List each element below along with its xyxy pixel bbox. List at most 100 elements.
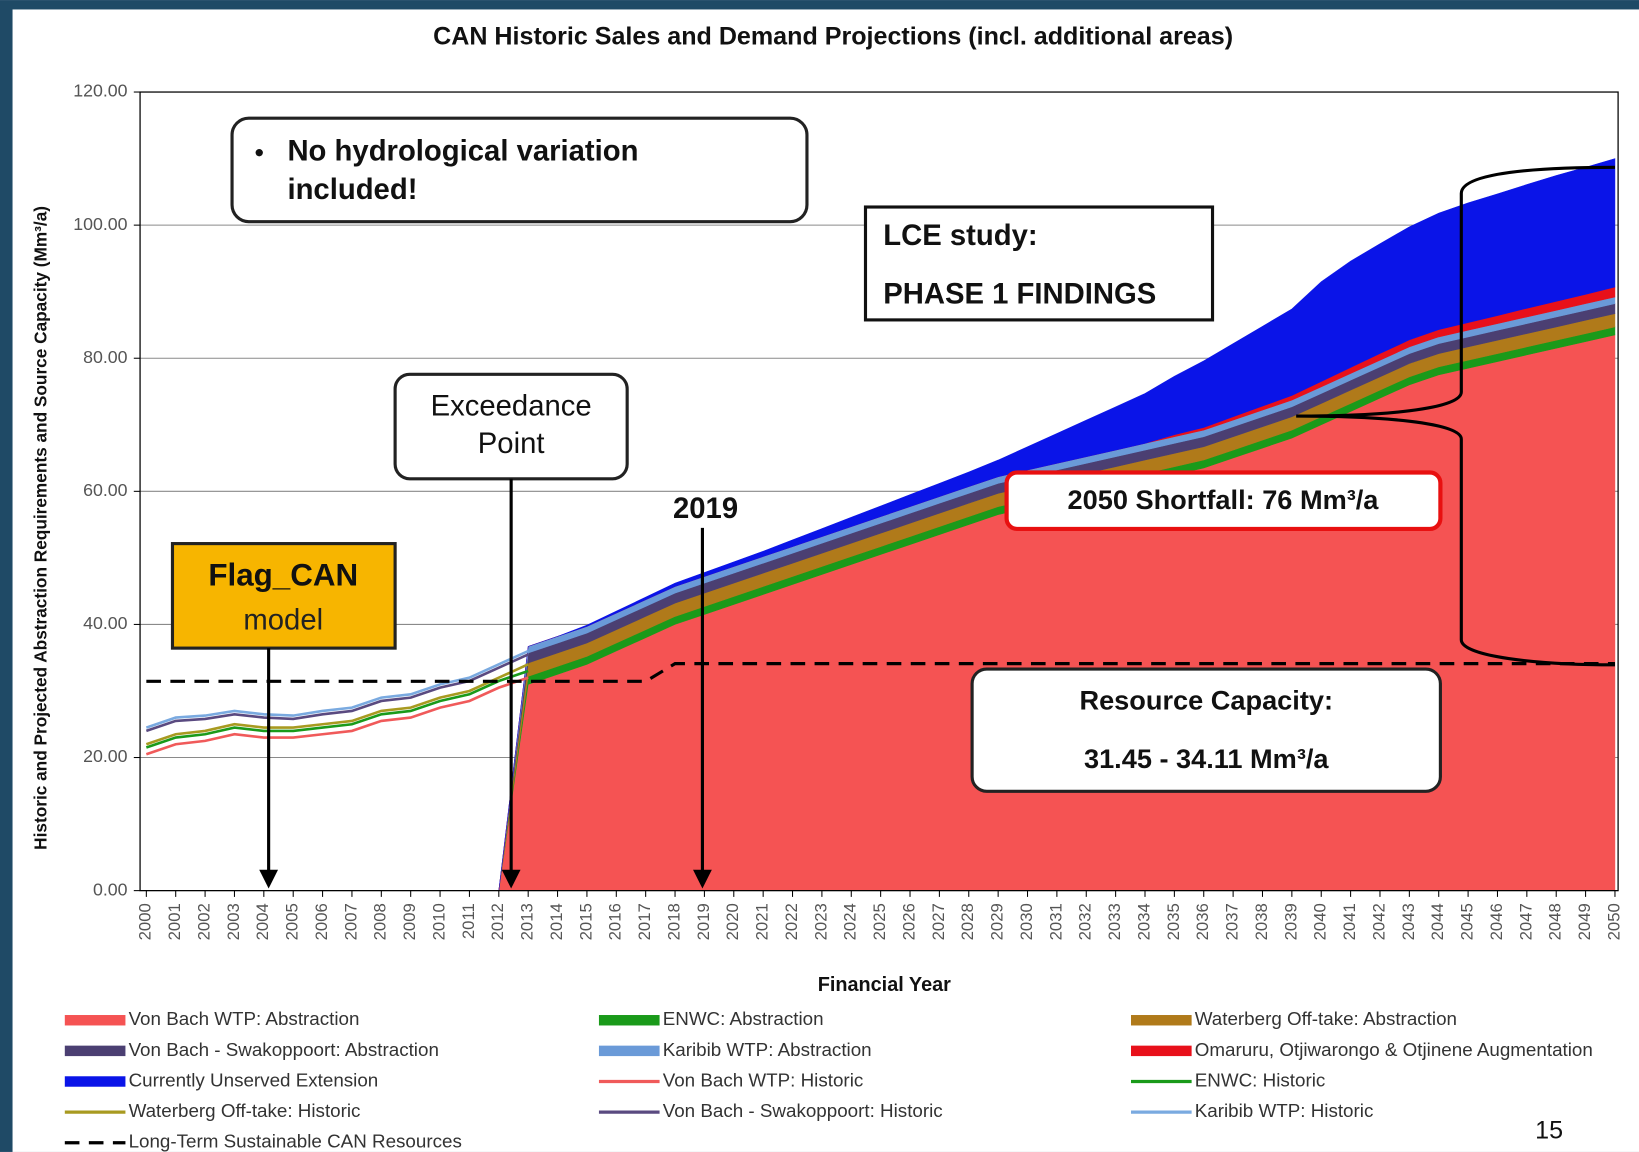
- x-tick-label: 2006: [312, 903, 331, 940]
- x-tick-label: 2049: [1575, 903, 1594, 940]
- arrow-head: [501, 869, 521, 889]
- x-tick-label: 2030: [1017, 903, 1036, 940]
- y-axis-title: Historic and Projected Abstraction Requi…: [30, 206, 50, 850]
- x-tick-label: 2008: [371, 903, 390, 940]
- line: [145, 649, 529, 729]
- chart-title: CAN Historic Sales and Demand Projection…: [433, 22, 1233, 50]
- legend-swatch: [1130, 1015, 1192, 1026]
- capacity-text: Resource Capacity:: [1079, 685, 1333, 716]
- x-tick-label: 2048: [1546, 903, 1565, 940]
- shortfall-box: [1004, 470, 1443, 532]
- x-tick-label: 2019: [694, 903, 713, 940]
- x-tick-label: 2017: [635, 903, 654, 940]
- y-tick-label: 100.00: [73, 214, 127, 234]
- y-tick-label: 120.00: [73, 81, 127, 101]
- shortfall-text: 2050 Shortfall: 76 Mm³/a: [1068, 484, 1380, 515]
- year-callout: 2019: [673, 493, 738, 525]
- x-tick-label: 2016: [606, 903, 625, 940]
- legend-label: Long-Term Sustainable CAN Resources: [129, 1131, 462, 1152]
- x-tick-label: 2028: [958, 903, 977, 940]
- legend-label: Von Bach WTP: Abstraction: [129, 1008, 360, 1029]
- x-tick-label: 2043: [1399, 903, 1418, 940]
- legend-swatch: [64, 1076, 126, 1087]
- plot-frame: [139, 91, 1619, 892]
- line: [145, 663, 529, 746]
- x-axis-title: Financial Year: [818, 974, 951, 996]
- line: [145, 676, 529, 756]
- annotations: No hydrological variation included! LCE …: [170, 116, 1615, 889]
- x-tick-label: 2044: [1428, 903, 1447, 940]
- x-tick-label: 2022: [782, 903, 801, 940]
- x-tick-label: 2000: [136, 903, 155, 940]
- arrow-head: [693, 869, 712, 889]
- exceedance-text: Exceedance: [431, 390, 592, 422]
- legend-label: ENWC: Historic: [1195, 1069, 1326, 1090]
- x-tick-label: 2021: [753, 903, 772, 940]
- legend-label: Karibib WTP: Abstraction: [663, 1039, 872, 1060]
- x-tick-label: 2037: [1223, 903, 1242, 940]
- legend-label: Von Bach - Swakoppoort: Historic: [663, 1100, 943, 1121]
- legend-swatch: [64, 1045, 126, 1057]
- note-text: included!: [287, 174, 417, 206]
- note-text: No hydrological variation: [287, 135, 638, 167]
- capacity-box: [970, 667, 1442, 793]
- page-number: 15: [1535, 1117, 1563, 1145]
- legend-label: Von Bach - Swakoppoort: Abstraction: [129, 1039, 439, 1060]
- model-box: [170, 542, 397, 650]
- lce-text: LCE study:: [883, 220, 1037, 252]
- y-tick-label: 0.00: [93, 879, 128, 899]
- model-text: Flag_CAN: [208, 557, 358, 592]
- x-tick-label: 2041: [1340, 903, 1359, 940]
- legend-label: Von Bach WTP: Historic: [663, 1069, 864, 1090]
- x-tick-label: 2039: [1281, 903, 1300, 940]
- x-tick-label: 2031: [1046, 903, 1065, 940]
- x-tick-label: 2005: [283, 903, 302, 940]
- legend-label: Waterberg Off-take: Historic: [129, 1100, 361, 1121]
- x-tick-label: 2047: [1516, 903, 1535, 940]
- legend-swatch: [1130, 1045, 1192, 1057]
- lce-box: [863, 205, 1215, 322]
- legend-label: Currently Unserved Extension: [129, 1069, 379, 1090]
- x-tick-label: 2023: [811, 903, 830, 940]
- x-tick-label: 2007: [341, 903, 360, 940]
- lce-text: PHASE 1 FINDINGS: [883, 279, 1156, 311]
- y-tick-label: 20.00: [83, 746, 128, 766]
- x-tick-label: 2002: [195, 903, 214, 940]
- x-tick-label: 2015: [576, 903, 595, 940]
- area: [498, 158, 1616, 891]
- dashed-line: [146, 662, 1615, 683]
- x-tick-label: 2050: [1604, 903, 1623, 940]
- legend-label: Karibib WTP: Historic: [1195, 1100, 1374, 1121]
- x-tick-label: 2034: [1134, 903, 1153, 940]
- x-tick-label: 2027: [929, 903, 948, 940]
- x-tick-label: 2025: [870, 903, 889, 940]
- legend-swatch: [64, 1015, 126, 1026]
- legend-label: ENWC: Abstraction: [663, 1008, 824, 1029]
- x-tick-label: 2032: [1076, 903, 1095, 940]
- x-tick-label: 2013: [518, 903, 537, 940]
- x-tick-label: 2026: [899, 903, 918, 940]
- x-tick-label: 2001: [165, 903, 184, 940]
- y-tick-label: 80.00: [83, 347, 128, 367]
- x-tick-label: 2040: [1311, 903, 1330, 940]
- x-tick-label: 2009: [400, 903, 419, 940]
- x-tick-label: 2036: [1193, 903, 1212, 940]
- x-tick-label: 2035: [1164, 903, 1183, 940]
- x-tick-label: 2003: [224, 903, 243, 940]
- y-tick-label: 40.00: [83, 613, 128, 633]
- model-text: model: [243, 605, 323, 637]
- x-tick-label: 2045: [1458, 903, 1477, 940]
- x-tick-label: 2033: [1105, 903, 1124, 940]
- x-tick-label: 2020: [723, 903, 742, 940]
- legend-label: Omaruru, Otjiwarongo & Otjinene Augmenta…: [1195, 1039, 1593, 1060]
- line: [145, 669, 529, 749]
- bullet: [255, 149, 263, 157]
- x-tick-label: 2014: [547, 903, 566, 940]
- x-tick-label: 2004: [253, 903, 272, 940]
- x-tick-label: 2024: [841, 903, 860, 940]
- exceedance-text: Point: [478, 428, 545, 460]
- y-tick-label: 60.00: [83, 480, 128, 500]
- x-tick-label: 2018: [664, 903, 683, 940]
